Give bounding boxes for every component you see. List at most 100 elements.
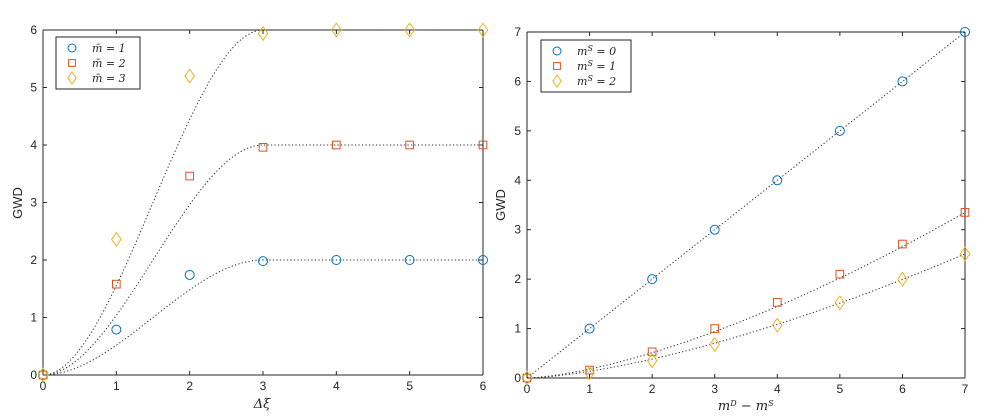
legend-marker — [67, 71, 77, 85]
y-tick-label: 2 — [514, 272, 521, 286]
y-tick-label: 0 — [30, 368, 37, 382]
legend-marker — [552, 74, 562, 88]
x-tick-label: 5 — [406, 379, 413, 393]
data-point-series-3 — [110, 231, 122, 247]
legend-label: mS = 0 — [577, 44, 616, 59]
data-point-series-2 — [960, 208, 970, 217]
data-point-series-3 — [184, 68, 196, 84]
legend-marker — [553, 62, 561, 70]
x-tick-label: 3 — [711, 382, 718, 396]
data-point-series-3 — [834, 295, 846, 311]
x-tick-label: 2 — [186, 379, 193, 393]
data-point-series-3 — [521, 370, 533, 386]
data-point-series-1 — [960, 27, 970, 37]
y-tick-label: 0 — [514, 371, 521, 385]
data-point-series-2 — [332, 140, 341, 150]
x-tick-label: 4 — [774, 382, 781, 396]
legend-marker — [67, 43, 77, 53]
data-point-series-1 — [834, 125, 845, 136]
data-point-series-2 — [772, 298, 782, 307]
x-axis-label: mD − mS — [718, 399, 774, 415]
legend-marker — [552, 46, 562, 56]
fit-curve-series-3 — [526, 253, 966, 379]
data-point-series-3 — [959, 246, 971, 262]
data-point-series-1 — [331, 255, 342, 265]
y-tick-label: 3 — [30, 196, 37, 210]
x-tick-label: 2 — [649, 382, 656, 396]
legend-marker — [68, 59, 76, 67]
x-tick-label: 5 — [837, 382, 844, 396]
y-axis-label: GWD — [10, 187, 25, 219]
legend-label: m̄ = 1 — [92, 42, 126, 55]
data-point-series-3 — [330, 22, 342, 38]
x-tick-label: 3 — [260, 379, 267, 393]
x-axis-label-text: Δξ — [253, 397, 271, 412]
data-point-series-3 — [709, 336, 721, 353]
data-point-series-2 — [710, 324, 720, 333]
right-chart-panel: 0 1 2 3 4 5 6 7 0 1 2 3 4 5 6 7 GWD mD − mS mS = 0mS = 1mS… — [493, 25, 971, 415]
data-point-series-3 — [771, 317, 783, 333]
data-point-series-2 — [478, 140, 488, 150]
y-tick-label: 1 — [30, 311, 37, 325]
y-tick-label: 6 — [30, 23, 37, 37]
fit-curve-series-2 — [526, 211, 966, 379]
data-point-series-1 — [709, 224, 720, 235]
y-tick-label: 3 — [514, 223, 521, 237]
legend-label: mS = 2 — [577, 74, 616, 89]
data-point-series-2 — [522, 373, 532, 383]
data-point-series-2 — [185, 171, 194, 181]
data-point-series-1 — [258, 256, 268, 267]
legend-label: m̄ = 3 — [92, 72, 126, 85]
legend-label: m̄ = 2 — [92, 57, 126, 70]
x-tick-label: 1 — [586, 382, 593, 396]
data-point-series-2 — [647, 347, 657, 357]
data-point-series-1 — [647, 274, 658, 285]
data-point-series-2 — [38, 370, 48, 380]
data-point-series-3 — [257, 25, 269, 42]
x-tick-label: 7 — [962, 382, 969, 396]
data-point-series-2 — [898, 239, 907, 249]
legend-box — [540, 39, 632, 93]
data-point-series-3 — [646, 353, 658, 369]
y-tick-label: 5 — [30, 81, 37, 95]
y-axis-label: GWD — [493, 189, 508, 221]
data-point-series-3 — [404, 22, 416, 38]
y-tick-label: 1 — [514, 322, 521, 336]
x-axis-label: Δξ — [253, 397, 271, 412]
data-point-series-1 — [111, 324, 122, 335]
fit-curve-series-1 — [42, 259, 483, 376]
data-point-series-1 — [478, 255, 488, 265]
data-point-series-3 — [897, 271, 908, 287]
y-tick-label: 5 — [514, 124, 521, 138]
x-tick-label: 6 — [480, 379, 487, 393]
data-point-series-2 — [405, 140, 414, 150]
y-tick-label: 7 — [514, 25, 521, 39]
data-point-series-1 — [184, 269, 195, 280]
x-tick-label: 0 — [524, 382, 531, 396]
x-tick-label: 4 — [333, 379, 340, 393]
data-point-series-3 — [37, 367, 49, 383]
data-point-series-2 — [112, 279, 121, 289]
data-point-series-3 — [584, 365, 595, 381]
data-point-series-1 — [897, 76, 908, 87]
data-point-series-2 — [258, 142, 268, 152]
data-point-series-1 — [772, 175, 783, 186]
x-tick-label: 6 — [899, 382, 906, 396]
left-chart-panel: 0 1 2 3 4 5 6 0 1 2 3 4 5 6 GWD Δξ m̄ = 1 m̄ = 2 m̄ = 3 — [10, 22, 489, 412]
legend: m̄ = 1 m̄ = 2 m̄ = 3 — [55, 36, 141, 90]
data-point-series-1 — [404, 255, 415, 265]
data-point-series-3 — [477, 22, 489, 38]
y-tick-label: 4 — [514, 173, 521, 187]
data-point-series-2 — [835, 269, 845, 279]
y-tick-label: 4 — [30, 138, 37, 152]
y-tick-label: 2 — [30, 253, 37, 267]
y-tick-label: 6 — [514, 74, 521, 88]
x-axis-label-text: mD − mS — [718, 399, 774, 415]
legend-label: mS = 1 — [577, 59, 616, 74]
fit-curve-series-3 — [42, 29, 483, 376]
x-tick-label: 1 — [113, 379, 120, 393]
legend: mS = 0mS = 1mS = 2 — [540, 39, 632, 93]
data-point-series-1 — [584, 323, 595, 334]
x-tick-label: 0 — [40, 379, 47, 393]
